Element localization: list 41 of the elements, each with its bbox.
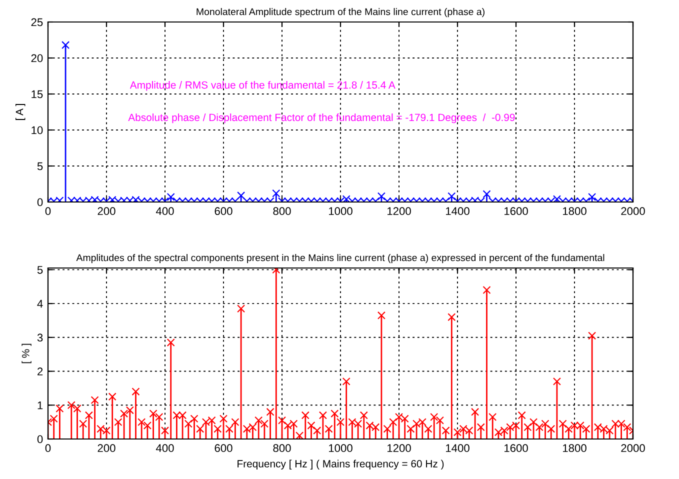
- x-tick-label: 1200: [387, 207, 411, 216]
- x-tick-label: 1400: [446, 207, 470, 216]
- y-tick-label: 3: [37, 334, 43, 342]
- x-tick-label: 1000: [328, 444, 352, 452]
- y-tick-label: 10: [32, 126, 43, 134]
- x-tick-label: 200: [98, 207, 116, 216]
- y-tick-label: 4: [37, 300, 43, 308]
- chart-title: Amplitudes of the spectral components present in the Mains line current (phase a) expressed in percent of the fundamental: [76, 254, 604, 264]
- x-tick-label: 200: [98, 444, 116, 452]
- x-tick-label: 1200: [387, 444, 411, 452]
- y-tick-label: 15: [32, 90, 43, 98]
- y-tick-label: 20: [31, 54, 43, 62]
- x-tick-label: 1600: [504, 207, 528, 216]
- y-axis-title: [ A ]: [16, 104, 26, 120]
- y-tick-label: 1: [38, 402, 43, 410]
- x-tick-label: 1000: [328, 207, 352, 216]
- chart-title: Monolateral Amplitude spectrum of the Mains line current (phase a): [196, 8, 484, 18]
- x-axis-title: Frequency [ Hz ] ( Mains frequency = 60 Hz ): [238, 460, 444, 470]
- x-tick-label: 400: [156, 444, 174, 452]
- annotation: Amplitude / RMS value of the fundamental = 21.8 / 15.4 A: [130, 81, 396, 91]
- x-tick-label: 600: [214, 207, 232, 216]
- x-tick-label: 0: [45, 444, 51, 452]
- y-tick-label: 5: [37, 162, 43, 170]
- annotation: Absolute phase / Displacement Factor of the fundamental = -179.1 Degrees / -0.99: [128, 113, 515, 124]
- x-tick-label: 400: [156, 207, 174, 216]
- x-tick-label: 0: [45, 207, 51, 216]
- x-tick-label: 1800: [562, 207, 586, 216]
- y-axis-title: [ % ]: [22, 344, 32, 364]
- y-tick-label: 0: [37, 435, 43, 444]
- x-tick-label: 800: [273, 444, 291, 452]
- x-tick-label: 800: [273, 207, 291, 216]
- x-tick-label: 1400: [446, 444, 470, 452]
- y-tick-label: 5: [37, 266, 43, 274]
- x-tick-label: 2000: [621, 207, 645, 216]
- y-tick-label: 0: [37, 198, 43, 206]
- x-tick-label: 2000: [621, 444, 645, 452]
- y-tick-label: 2: [38, 368, 43, 376]
- x-tick-label: 600: [214, 444, 232, 452]
- y-tick-label: 25: [31, 18, 43, 26]
- x-tick-label: 1600: [504, 444, 528, 452]
- x-tick-label: 1800: [562, 444, 586, 452]
